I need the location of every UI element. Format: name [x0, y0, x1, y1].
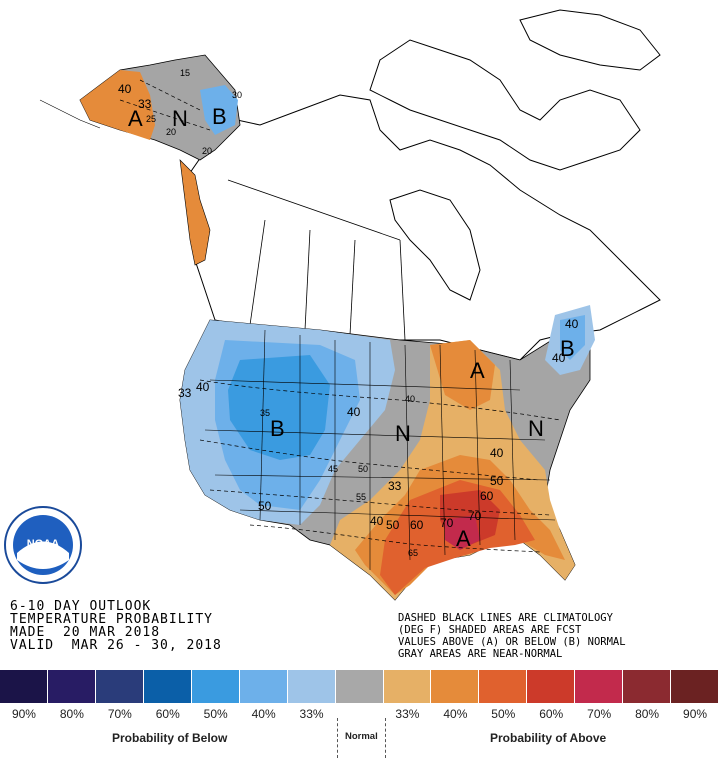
legend-color-bar — [0, 670, 719, 703]
legend-swatch — [623, 670, 672, 703]
prob-label: 40 — [370, 514, 384, 528]
legend-percent-label: 80% — [635, 707, 660, 721]
clim-label: 40 — [405, 394, 415, 404]
legend-swatch — [527, 670, 576, 703]
clim-label: 25 — [146, 114, 156, 124]
climatology-lines — [119, 79, 561, 553]
newengland-below-letter: B — [560, 336, 575, 361]
prob-label: 40 — [490, 446, 504, 460]
west-below-letter: B — [270, 416, 285, 441]
prob-label: 33 — [138, 97, 152, 111]
legend-percent-label: 70% — [587, 707, 612, 721]
probability-labels: 33 40 33 40 50 40 40 40 33 40 50 60 70 4… — [118, 82, 579, 532]
normal-divider-right — [385, 718, 386, 758]
central-normal-letter: N — [395, 421, 411, 446]
normal-divider-left — [337, 718, 338, 758]
legend-percent-label: 60% — [155, 707, 180, 721]
prob-label: 50 — [490, 474, 504, 488]
greatlakes-above-letter: A — [470, 358, 485, 383]
clim-label: 15 — [180, 68, 190, 78]
southeast-above-letter: A — [456, 526, 471, 551]
outlook-map: A N B B N A N B A 33 40 33 40 50 40 40 4… — [4, 9, 661, 601]
legend-percent-label: 90% — [683, 707, 708, 721]
legend-swatch — [0, 670, 48, 703]
legend-percent-label: 50% — [203, 707, 228, 721]
clim-label: 20 — [202, 146, 212, 156]
clim-label: 55 — [356, 492, 366, 502]
legend-swatch — [479, 670, 528, 703]
prob-label: 33 — [178, 386, 192, 400]
clim-label: 30 — [232, 90, 242, 100]
note-line: (DEG F) SHADED AREAS ARE FCST — [398, 624, 582, 636]
southeast-above-shading — [330, 340, 575, 600]
prob-label: 40 — [118, 82, 132, 96]
prob-label: 33 — [388, 479, 402, 493]
climatology-labels: 15 25 20 30 20 35 40 45 50 55 65 — [146, 68, 418, 558]
note-line: VALUES ABOVE (A) OR BELOW (B) NORMAL — [398, 636, 626, 648]
alaska-normal-letter: N — [172, 106, 188, 131]
prob-label: 40 — [552, 351, 566, 365]
legend-swatch — [287, 670, 336, 703]
legend-percent-label: 50% — [491, 707, 516, 721]
note-line: DASHED BLACK LINES ARE CLIMATOLOGY — [398, 612, 613, 624]
noaa-logo-text: NOAA — [27, 538, 59, 550]
legend-swatch — [47, 670, 96, 703]
legend-swatch — [143, 670, 192, 703]
category-letters: A N B B N A N B A — [128, 104, 575, 551]
canada-outline — [184, 9, 661, 361]
alaska-below-letter: B — [212, 104, 227, 129]
prob-label: 40 — [347, 405, 361, 419]
prob-label: 60 — [480, 489, 494, 503]
alaska-region — [39, 54, 241, 266]
below-legend-title: Probability of Below — [112, 731, 228, 745]
state-borders — [204, 329, 556, 570]
newengland-below-shading — [545, 305, 595, 375]
province-lines — [227, 179, 406, 341]
clim-label: 35 — [260, 408, 270, 418]
prob-label: 50 — [258, 499, 272, 513]
legend-percent-label: 40% — [251, 707, 276, 721]
legend-swatch — [191, 670, 240, 703]
above-legend-title: Probability of Above — [490, 731, 607, 745]
legend-swatch — [431, 670, 480, 703]
prob-label: 40 — [196, 380, 210, 394]
legend-swatch — [95, 670, 144, 703]
noaa-logo: NOAA — [4, 506, 82, 584]
legend-percent-label: 33% — [299, 707, 324, 721]
outlook-title: 6-10 DAY OUTLOOK — [10, 599, 152, 614]
east-normal-letter: N — [528, 416, 544, 441]
legend-percent-label: 33% — [395, 707, 420, 721]
prob-label: 70 — [440, 516, 454, 530]
prob-label: 70 — [468, 509, 482, 523]
legend-swatch — [575, 670, 624, 703]
legend-swatch — [383, 670, 432, 703]
clim-label: 45 — [328, 464, 338, 474]
legend-swatch — [239, 670, 288, 703]
clim-label: 65 — [408, 548, 418, 558]
west-below-shading — [180, 320, 395, 525]
valid-range: VALID MAR 26 - 30, 2018 — [10, 638, 222, 653]
legend-percent-label: 40% — [443, 707, 468, 721]
legend-percent-label: 90% — [11, 707, 36, 721]
prob-label: 50 — [386, 518, 400, 532]
prob-label: 40 — [565, 317, 579, 331]
note-line: GRAY AREAS ARE NEAR-NORMAL — [398, 648, 563, 660]
clim-label: 20 — [166, 127, 176, 137]
legend-percent-label: 80% — [59, 707, 84, 721]
outlook-type: TEMPERATURE PROBABILITY — [10, 612, 214, 627]
legend-percent-label: 70% — [107, 707, 132, 721]
normal-legend-title: Normal — [345, 731, 378, 742]
legend-percent-label: 60% — [539, 707, 564, 721]
legend-swatch — [671, 670, 719, 703]
legend-swatch — [335, 670, 384, 703]
alaska-above-letter: A — [128, 106, 143, 131]
prob-label: 60 — [410, 518, 424, 532]
clim-label: 50 — [358, 464, 368, 474]
made-date: MADE 20 MAR 2018 — [10, 625, 161, 640]
